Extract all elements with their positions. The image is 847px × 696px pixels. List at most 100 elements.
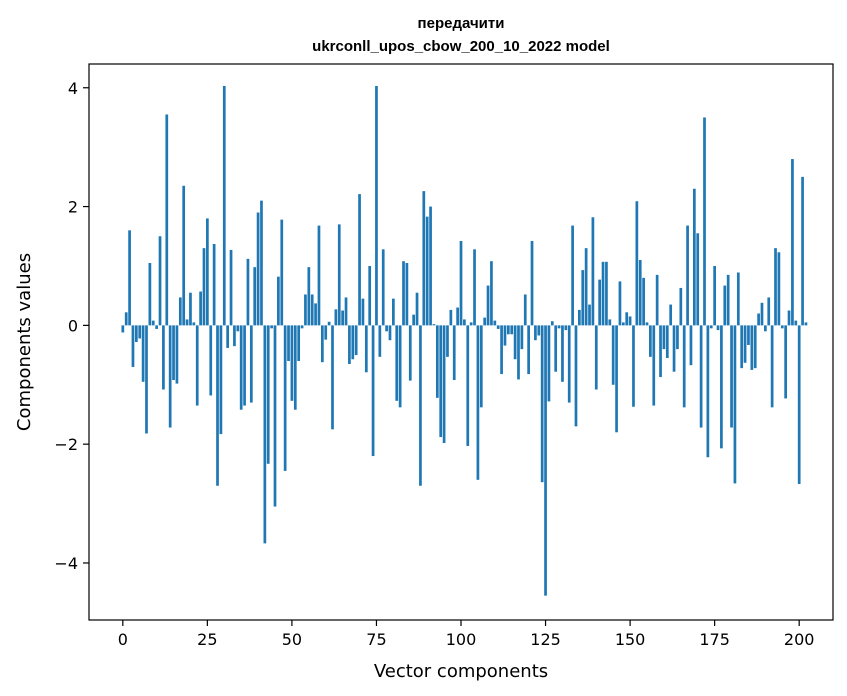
bar-100 (459, 241, 463, 326)
bar-133 (571, 225, 574, 326)
bar-175 (713, 265, 716, 326)
y-tick-label: −2 (54, 435, 78, 454)
bar-132 (567, 325, 571, 403)
bar-121 (530, 241, 534, 326)
bar-152 (635, 201, 639, 326)
bar-35 (239, 325, 243, 410)
bar-92 (432, 324, 436, 326)
bar-185 (747, 325, 750, 345)
bar-196 (784, 325, 788, 399)
bar-48 (283, 325, 287, 471)
bar-197 (787, 310, 791, 326)
bar-139 (591, 217, 595, 326)
bar-176 (716, 325, 720, 331)
bar-188 (757, 313, 760, 326)
bar-80 (392, 298, 395, 326)
bar-94 (439, 325, 443, 438)
bar-177 (720, 325, 723, 449)
bar-202 (804, 322, 808, 326)
bar-160 (662, 325, 666, 350)
x-tick-label: 75 (366, 630, 386, 649)
bar-49 (287, 325, 290, 362)
bar-101 (463, 319, 466, 326)
bar-13 (165, 114, 169, 326)
bar-71 (361, 298, 365, 326)
bar-81 (395, 325, 399, 401)
x-tick-label: 150 (615, 630, 646, 649)
y-tick-label: 0 (68, 316, 78, 335)
bar-119 (523, 294, 527, 326)
bar-20 (189, 292, 192, 326)
bar-147 (618, 281, 622, 326)
bar-41 (260, 200, 263, 326)
bar-34 (236, 325, 240, 332)
bar-4 (134, 325, 138, 342)
bar-79 (388, 325, 392, 341)
bar-97 (449, 309, 453, 326)
bar-39 (253, 267, 257, 326)
bar-146 (615, 325, 618, 433)
bar-180 (730, 325, 733, 428)
bar-166 (682, 325, 686, 408)
bar-129 (557, 325, 561, 329)
bar-86 (412, 314, 416, 326)
bar-167 (686, 225, 689, 326)
bar-159 (659, 325, 662, 378)
bar-68 (351, 325, 355, 360)
bar-136 (581, 270, 585, 326)
bar-131 (564, 325, 568, 331)
bar-78 (385, 325, 388, 332)
bar-1 (124, 312, 128, 326)
bar-16 (175, 325, 179, 384)
bar-140 (594, 325, 598, 390)
bar-31 (226, 325, 230, 348)
x-tick-label: 175 (699, 630, 730, 649)
bar-118 (520, 325, 524, 350)
bar-102 (466, 325, 470, 446)
y-axis-label: Components values (14, 253, 35, 431)
bar-84 (405, 263, 409, 326)
bar-44 (270, 325, 273, 329)
bar-174 (709, 325, 713, 329)
bar-18 (182, 185, 186, 326)
bar-25 (206, 218, 209, 326)
bar-115 (510, 325, 514, 335)
bar-64 (337, 224, 341, 326)
bar-15 (172, 325, 175, 381)
bar-111 (496, 325, 500, 329)
bar-110 (493, 320, 497, 326)
bar-158 (655, 274, 659, 326)
bar-42 (263, 325, 267, 544)
bar-60 (324, 325, 328, 340)
bar-95 (442, 325, 446, 443)
bar-148 (621, 322, 625, 326)
bar-120 (527, 325, 530, 375)
bar-11 (158, 236, 162, 326)
bar-65 (341, 310, 344, 326)
bar-186 (750, 325, 754, 370)
bar-73 (368, 265, 372, 326)
bar-53 (300, 325, 304, 329)
bar-155 (645, 322, 649, 326)
bar-189 (760, 302, 764, 326)
bar-59 (320, 325, 324, 363)
bar-29 (219, 325, 223, 435)
x-tick-label: 200 (784, 630, 815, 649)
bar-112 (500, 325, 503, 375)
bar-87 (415, 292, 419, 326)
bar-123 (537, 325, 541, 336)
bar-7 (145, 325, 148, 434)
bar-66 (344, 297, 348, 326)
bar-3 (131, 325, 135, 367)
bar-104 (473, 249, 476, 326)
bar-70 (358, 194, 361, 326)
bar-50 (290, 325, 294, 401)
bar-22 (195, 325, 199, 406)
bar-30 (222, 85, 226, 326)
bar-21 (192, 322, 196, 326)
x-tick-label: 50 (282, 630, 302, 649)
x-tick-label: 100 (446, 630, 477, 649)
bar-117 (517, 325, 520, 380)
bar-172 (703, 117, 706, 326)
bar-32 (229, 249, 233, 326)
